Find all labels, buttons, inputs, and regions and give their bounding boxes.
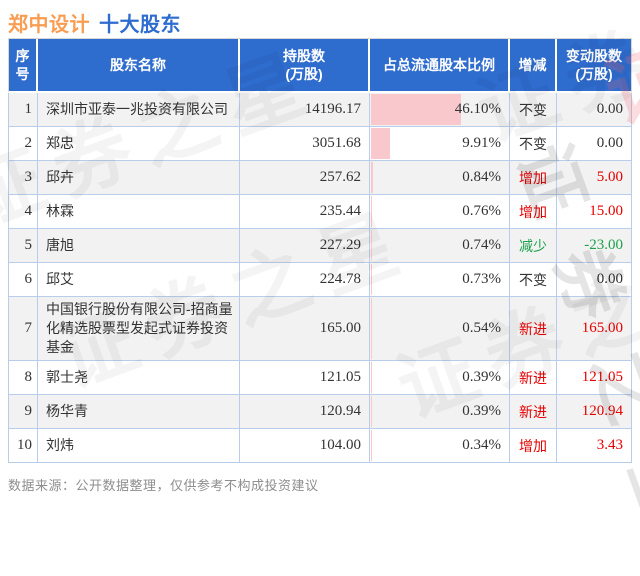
change-cell: 增加 <box>510 195 557 229</box>
ratio-cell: 0.73% <box>370 263 510 297</box>
page-title: 郑中设计 十大股东 <box>8 0 632 38</box>
shareholder-name-cell: 林霖 <box>38 195 240 229</box>
shareholder-row: 8 郭士尧 121.05 0.39% 新进 121.05 <box>8 361 632 395</box>
change-cell: 新进 <box>510 297 557 361</box>
shareholder-name-cell: 郭士尧 <box>38 361 240 395</box>
rank-cell: 1 <box>8 93 38 127</box>
col-header-ratio: 占总流通股本比例 <box>370 39 510 93</box>
shareholders-table: 序号 股东名称 持股数 (万股) 占总流通股本比例 增减 变动股数 (万股) 1 深圳市亚泰一兆… <box>8 38 632 463</box>
data-source-note: 数据来源：公开数据整理，仅供参考不构成投资建议 <box>8 478 319 493</box>
ratio-cell: 0.74% <box>370 229 510 263</box>
ratio-cell: 46.10% <box>370 93 510 127</box>
delta-cell: -23.00 <box>557 229 632 263</box>
shares-cell: 14196.17 <box>240 93 370 127</box>
change-cell: 新进 <box>510 361 557 395</box>
col-header-rank: 序号 <box>8 39 38 93</box>
shares-cell: 165.00 <box>240 297 370 361</box>
rank-cell: 5 <box>8 229 38 263</box>
shareholder-row: 10 刘炜 104.00 0.34% 增加 3.43 <box>8 429 632 463</box>
ratio-bar <box>371 128 391 159</box>
ratio-bar <box>371 230 373 261</box>
ratio-cell: 0.54% <box>370 297 510 361</box>
shareholder-row: 1 深圳市亚泰一兆投资有限公司 14196.17 46.10% 不变 0.00 <box>8 93 632 127</box>
shares-cell: 104.00 <box>240 429 370 463</box>
ratio-cell: 0.84% <box>370 161 510 195</box>
ratio-bar <box>371 264 373 295</box>
shareholder-row: 3 邱卉 257.62 0.84% 增加 5.00 <box>8 161 632 195</box>
ratio-cell: 0.39% <box>370 361 510 395</box>
shareholder-row: 9 杨华青 120.94 0.39% 新进 120.94 <box>8 395 632 429</box>
delta-cell: 15.00 <box>557 195 632 229</box>
ratio-cell: 9.91% <box>370 127 510 161</box>
shares-cell: 227.29 <box>240 229 370 263</box>
rank-cell: 9 <box>8 395 38 429</box>
rank-cell: 10 <box>8 429 38 463</box>
delta-cell: 0.00 <box>557 263 632 297</box>
shareholder-name-cell: 杨华青 <box>38 395 240 429</box>
ratio-bar <box>371 430 372 461</box>
shareholder-name-cell: 邱卉 <box>38 161 240 195</box>
ratio-cell: 0.39% <box>370 395 510 429</box>
shareholder-row: 2 郑忠 3051.68 9.91% 不变 0.00 <box>8 127 632 161</box>
shareholder-row: 4 林霖 235.44 0.76% 增加 15.00 <box>8 195 632 229</box>
shareholder-name-cell: 唐旭 <box>38 229 240 263</box>
col-header-name: 股东名称 <box>38 39 240 93</box>
shareholder-row: 7 中国银行股份有限公司-招商量化精选股票型发起式证券投资基金 165.00 0.54… <box>8 297 632 361</box>
header-row: 序号 股东名称 持股数 (万股) 占总流通股本比例 增减 变动股数 (万股) <box>8 39 632 93</box>
change-cell: 新进 <box>510 395 557 429</box>
delta-cell: 121.05 <box>557 361 632 395</box>
ratio-cell: 0.34% <box>370 429 510 463</box>
shares-cell: 224.78 <box>240 263 370 297</box>
rank-cell: 4 <box>8 195 38 229</box>
change-cell: 不变 <box>510 93 557 127</box>
change-cell: 增加 <box>510 429 557 463</box>
rank-cell: 8 <box>8 361 38 395</box>
shares-cell: 3051.68 <box>240 127 370 161</box>
ratio-bar <box>371 298 373 359</box>
rank-cell: 2 <box>8 127 38 161</box>
change-cell: 减少 <box>510 229 557 263</box>
shares-cell: 257.62 <box>240 161 370 195</box>
col-header-shares: 持股数 (万股) <box>240 39 370 93</box>
ratio-bar <box>371 196 373 227</box>
shareholder-row: 5 唐旭 227.29 0.74% 减少 -23.00 <box>8 229 632 263</box>
table-header: 序号 股东名称 持股数 (万股) 占总流通股本比例 增减 变动股数 (万股) <box>8 39 632 93</box>
col-header-delta: 变动股数 (万股) <box>557 39 632 93</box>
delta-cell: 0.00 <box>557 93 632 127</box>
shares-cell: 120.94 <box>240 395 370 429</box>
shares-cell: 121.05 <box>240 361 370 395</box>
rank-cell: 7 <box>8 297 38 361</box>
stock-name: 郑中设计 <box>8 14 90 36</box>
delta-cell: 120.94 <box>557 395 632 429</box>
col-header-change: 增减 <box>510 39 557 93</box>
ratio-bar <box>371 396 372 427</box>
delta-cell: 3.43 <box>557 429 632 463</box>
ratio-bar <box>371 362 372 393</box>
shareholder-name-cell: 中国银行股份有限公司-招商量化精选股票型发起式证券投资基金 <box>38 297 240 361</box>
rank-cell: 3 <box>8 161 38 195</box>
change-cell: 不变 <box>510 127 557 161</box>
page: 郑中设计 十大股东 序号 股东名称 持股数 (万股) 占总流通股本比例 增减 变动股数 (万股)… <box>8 0 632 494</box>
ratio-cell: 0.76% <box>370 195 510 229</box>
delta-cell: 165.00 <box>557 297 632 361</box>
ratio-bar <box>371 94 462 125</box>
rank-cell: 6 <box>8 263 38 297</box>
shareholder-row: 6 邱艾 224.78 0.73% 不变 0.00 <box>8 263 632 297</box>
delta-cell: 0.00 <box>557 127 632 161</box>
table-body: 1 深圳市亚泰一兆投资有限公司 14196.17 46.10% 不变 0.00 2 郑忠 305… <box>8 93 632 463</box>
shares-cell: 235.44 <box>240 195 370 229</box>
ratio-bar <box>371 162 373 193</box>
shareholder-name-cell: 刘炜 <box>38 429 240 463</box>
delta-cell: 5.00 <box>557 161 632 195</box>
shareholder-name-cell: 邱艾 <box>38 263 240 297</box>
shareholder-name-cell: 郑忠 <box>38 127 240 161</box>
change-cell: 增加 <box>510 161 557 195</box>
change-cell: 不变 <box>510 263 557 297</box>
title-suffix: 十大股东 <box>99 14 181 36</box>
shareholder-name-cell: 深圳市亚泰一兆投资有限公司 <box>38 93 240 127</box>
